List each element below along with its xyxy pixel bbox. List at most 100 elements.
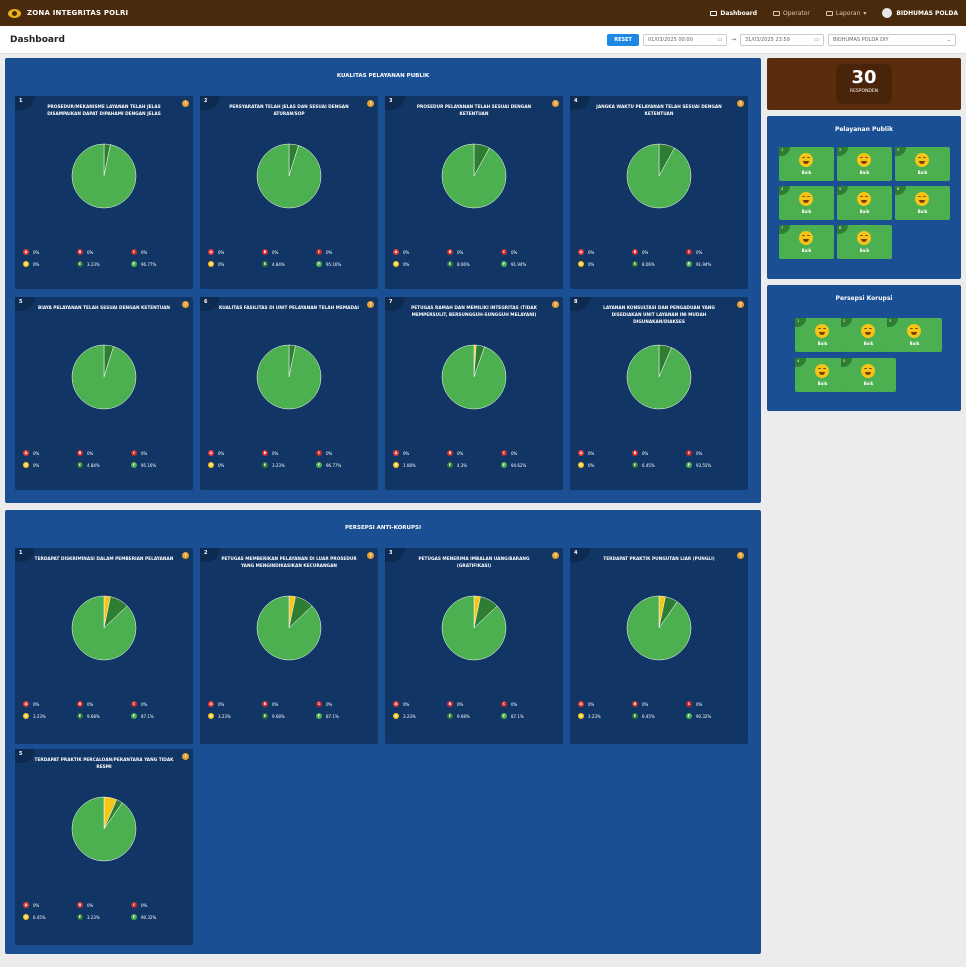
- tile-number: 1: [779, 147, 790, 156]
- nav-operator[interactable]: Operator: [773, 10, 810, 17]
- legend-item-a: A 0%: [23, 902, 77, 908]
- date-from-input[interactable]: 01/03/2025 00:00 ▭: [642, 33, 727, 46]
- nav-laporan[interactable]: Laporan ▾: [825, 9, 867, 17]
- nav-dashboard[interactable]: Dashboard: [710, 10, 757, 17]
- legend-dot-d: D: [23, 261, 29, 267]
- pie-slice-f: [626, 143, 692, 209]
- rating-tile[interactable]: 6 Baik: [895, 186, 950, 220]
- legend-dot-a: A: [393, 249, 399, 255]
- help-icon[interactable]: ?: [182, 753, 189, 760]
- legend-value-c: 0%: [511, 450, 518, 456]
- legend-item-d: D 0%: [23, 462, 77, 468]
- pie-chart: [441, 595, 507, 661]
- legend-dot-c: C: [501, 249, 507, 255]
- legend-item-f: F 95.16%: [316, 261, 370, 267]
- legend-dot-f: F: [686, 462, 692, 468]
- mouth-icon: [911, 332, 917, 335]
- chart-legend: A 0% B 0% C 0% D 6.45% E 3.23% F 90.32%: [23, 902, 185, 920]
- eye-icon: [865, 196, 868, 198]
- rating-tile[interactable]: 4 Baik: [795, 358, 850, 392]
- legend-value-f: 96.77%: [141, 261, 157, 267]
- legend-item-d: D 0%: [578, 462, 632, 468]
- help-icon[interactable]: ?: [182, 100, 189, 107]
- help-icon[interactable]: ?: [182, 301, 189, 308]
- tile-number: 3: [887, 318, 898, 327]
- legend-item-f: F 96.77%: [131, 261, 185, 267]
- legend-item-b: B 0%: [447, 450, 501, 456]
- pie-slice-f: [71, 344, 137, 410]
- tile-label: Baik: [817, 381, 828, 386]
- help-icon[interactable]: ?: [367, 301, 374, 308]
- date-to-input[interactable]: 31/03/2025 23:59 ▭: [740, 33, 824, 46]
- reset-button[interactable]: RESET: [607, 33, 639, 46]
- question-text: KUALITAS FASILITAS DI UNIT PELAYANAN TEL…: [219, 306, 359, 311]
- legend-item-e: E 9.68%: [447, 713, 501, 719]
- rating-tile[interactable]: 1 Baik: [795, 318, 850, 352]
- legend-value-b: 0%: [642, 701, 649, 707]
- help-icon[interactable]: ?: [367, 552, 374, 559]
- pie-slice-f: [71, 143, 137, 209]
- help-icon[interactable]: ?: [737, 301, 744, 308]
- question-number: 7: [385, 297, 405, 311]
- date-from-value: 01/03/2025 00:00: [647, 36, 693, 43]
- legend-value-a: 0%: [33, 701, 40, 707]
- rating-tile[interactable]: 2 Baik: [837, 147, 892, 181]
- tile-label: Baik: [859, 248, 870, 253]
- legend-item-c: C 0%: [686, 450, 740, 456]
- user-menu[interactable]: BIDHUMAS POLDA: [882, 8, 958, 18]
- legend-item-a: A 0%: [578, 701, 632, 707]
- legend-item-d: D 1.08%: [393, 462, 447, 468]
- rating-tile[interactable]: 5 Baik: [837, 186, 892, 220]
- legend-value-d: 0%: [218, 261, 225, 267]
- legend-item-a: A 0%: [578, 450, 632, 456]
- eye-icon: [807, 235, 810, 237]
- question-number: 8: [570, 297, 590, 311]
- rating-tile[interactable]: 7 Baik: [779, 225, 834, 259]
- legend-value-a: 0%: [588, 450, 595, 456]
- legend-item-b: B 0%: [632, 450, 686, 456]
- chart-legend: A 0% B 0% C 0% D 0% E 4.84% F 95.16%: [23, 450, 185, 468]
- legend-dot-e: E: [632, 713, 638, 719]
- chevron-down-icon: ▾: [863, 9, 867, 17]
- question-number: 5: [15, 749, 35, 763]
- rating-tile[interactable]: 8 Baik: [837, 225, 892, 259]
- legend-item-d: D 3.23%: [578, 713, 632, 719]
- legend-value-e: 3.23%: [272, 462, 285, 468]
- legend-item-c: C 0%: [501, 249, 555, 255]
- rating-tile[interactable]: 4 Baik: [779, 186, 834, 220]
- rating-tile[interactable]: 3 Baik: [895, 147, 950, 181]
- smiling-face-icon: [861, 364, 875, 378]
- legend-value-a: 0%: [403, 450, 410, 456]
- help-icon[interactable]: ?: [182, 552, 189, 559]
- legend-dot-f: F: [131, 261, 137, 267]
- legend-dot-a: A: [208, 450, 214, 456]
- rating-tile[interactable]: 2 Baik: [841, 318, 896, 352]
- question-number: 1: [15, 96, 35, 110]
- pie-chart: [626, 344, 692, 410]
- rating-tile[interactable]: 1 Baik: [779, 147, 834, 181]
- help-icon[interactable]: ?: [552, 301, 559, 308]
- unit-select[interactable]: BIDHUMAS POLDA DIY ⌄: [828, 33, 956, 46]
- legend-value-f: 91.94%: [696, 261, 712, 267]
- legend-dot-f: F: [501, 462, 507, 468]
- legend-item-c: C 0%: [131, 902, 185, 908]
- help-icon[interactable]: ?: [552, 100, 559, 107]
- rating-tile[interactable]: 3 Baik: [887, 318, 942, 352]
- legend-item-b: B 0%: [77, 701, 131, 707]
- chevron-down-icon: ⌄: [946, 36, 951, 43]
- tile-label: Baik: [801, 248, 812, 253]
- legend-dot-e: E: [262, 261, 268, 267]
- legend-item-d: D 3.23%: [208, 713, 262, 719]
- legend-dot-a: A: [578, 249, 584, 255]
- nav-operator-label: Operator: [783, 9, 810, 17]
- help-icon[interactable]: ?: [737, 552, 744, 559]
- legend-dot-c: C: [131, 249, 137, 255]
- rating-tile[interactable]: 5 Baik: [841, 358, 896, 392]
- legend-value-d: 6.45%: [33, 914, 46, 920]
- legend-dot-b: B: [77, 450, 83, 456]
- question-text: JANGKA WAKTU PELAYANAN TELAH SESUAI DENG…: [596, 105, 722, 117]
- help-icon[interactable]: ?: [367, 100, 374, 107]
- brand[interactable]: ZONA INTEGRITAS POLRI: [8, 8, 128, 18]
- help-icon[interactable]: ?: [737, 100, 744, 107]
- help-icon[interactable]: ?: [552, 552, 559, 559]
